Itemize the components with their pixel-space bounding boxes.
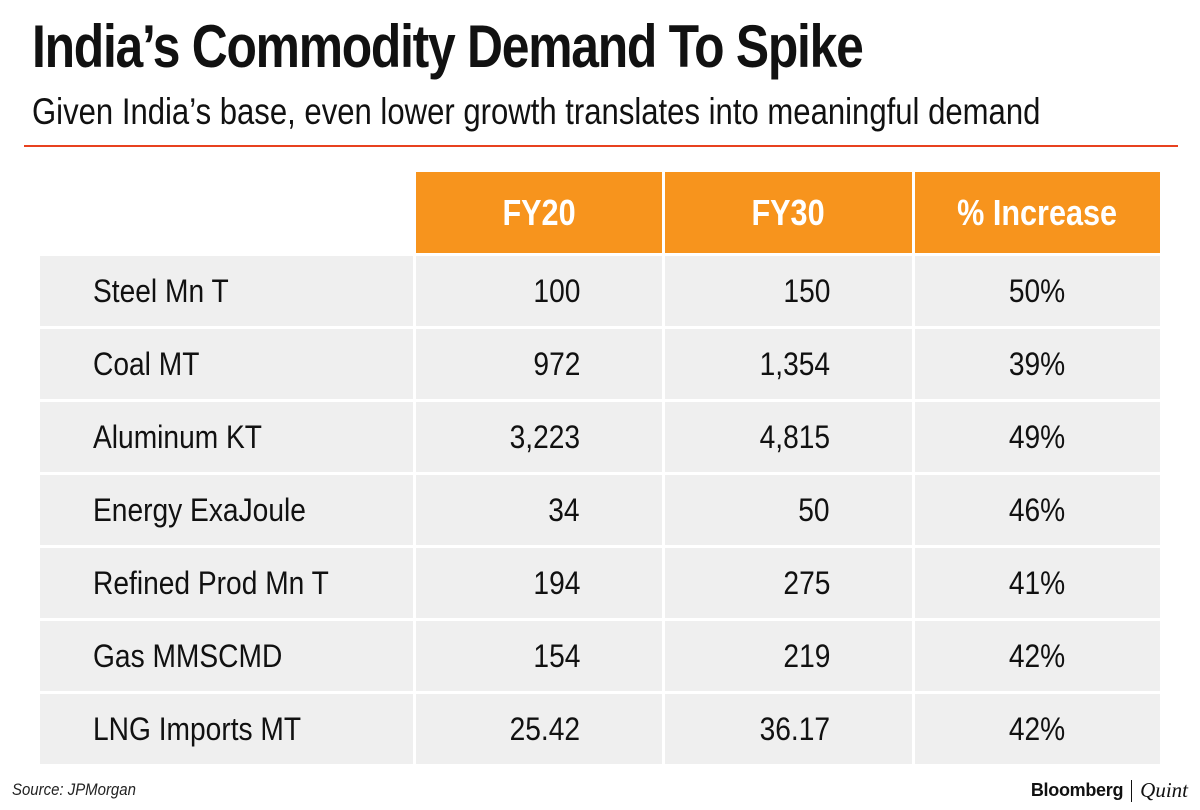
row-label: Gas MMSCMD — [40, 621, 413, 691]
table-header-row: FY20 FY30 % Increase — [40, 172, 1160, 253]
title-divider — [24, 145, 1178, 147]
increase-value: 41% — [915, 548, 1160, 618]
source-note: Source: JPMorgan — [12, 780, 136, 799]
logo-divider — [1131, 779, 1133, 802]
row-label: Coal MT — [40, 329, 413, 399]
chart-title: India’s Commodity Demand To Spike — [32, 13, 864, 80]
increase-value: 49% — [915, 402, 1160, 472]
increase-value: 39% — [915, 329, 1160, 399]
logo-partner: Quint — [1140, 778, 1188, 802]
increase-value: 42% — [915, 621, 1160, 691]
row-label: Aluminum KT — [40, 402, 413, 472]
table-row: Aluminum KT 3,223 4,815 49% — [40, 402, 1160, 472]
fy20-value: 972 — [416, 329, 662, 399]
fy30-value: 36.17 — [665, 694, 912, 764]
fy30-value: 150 — [665, 256, 912, 326]
row-label: Energy ExaJoule — [40, 475, 413, 545]
fy20-value: 34 — [416, 475, 662, 545]
header-fy20: FY20 — [416, 172, 662, 253]
table-row: Refined Prod Mn T 194 275 41% — [40, 548, 1160, 618]
increase-value: 46% — [915, 475, 1160, 545]
increase-value: 42% — [915, 694, 1160, 764]
table-row: Energy ExaJoule 34 50 46% — [40, 475, 1160, 545]
fy20-value: 3,223 — [416, 402, 662, 472]
header-fy30: FY30 — [665, 172, 912, 253]
row-label: LNG Imports MT — [40, 694, 413, 764]
fy30-value: 219 — [665, 621, 912, 691]
fy20-value: 25.42 — [416, 694, 662, 764]
header-increase: % Increase — [915, 172, 1160, 253]
fy20-value: 154 — [416, 621, 662, 691]
fy20-value: 194 — [416, 548, 662, 618]
fy30-value: 50 — [665, 475, 912, 545]
fy30-value: 1,354 — [665, 329, 912, 399]
header-empty-cell — [40, 172, 413, 253]
increase-value: 50% — [915, 256, 1160, 326]
fy30-value: 4,815 — [665, 402, 912, 472]
table-row: Gas MMSCMD 154 219 42% — [40, 621, 1160, 691]
fy30-value: 275 — [665, 548, 912, 618]
commodity-table: FY20 FY30 % Increase Steel Mn T 100 150 … — [40, 172, 1160, 767]
bloomberg-quint-logo: Bloomberg Quint — [1031, 778, 1188, 803]
table-row: LNG Imports MT 25.42 36.17 42% — [40, 694, 1160, 764]
row-label: Steel Mn T — [40, 256, 413, 326]
fy20-value: 100 — [416, 256, 662, 326]
table-row: Steel Mn T 100 150 50% — [40, 256, 1160, 326]
logo-brand: Bloomberg — [1030, 780, 1124, 800]
table-row: Coal MT 972 1,354 39% — [40, 329, 1160, 399]
chart-subtitle: Given India’s base, even lower growth tr… — [32, 91, 1041, 132]
row-label: Refined Prod Mn T — [40, 548, 413, 618]
